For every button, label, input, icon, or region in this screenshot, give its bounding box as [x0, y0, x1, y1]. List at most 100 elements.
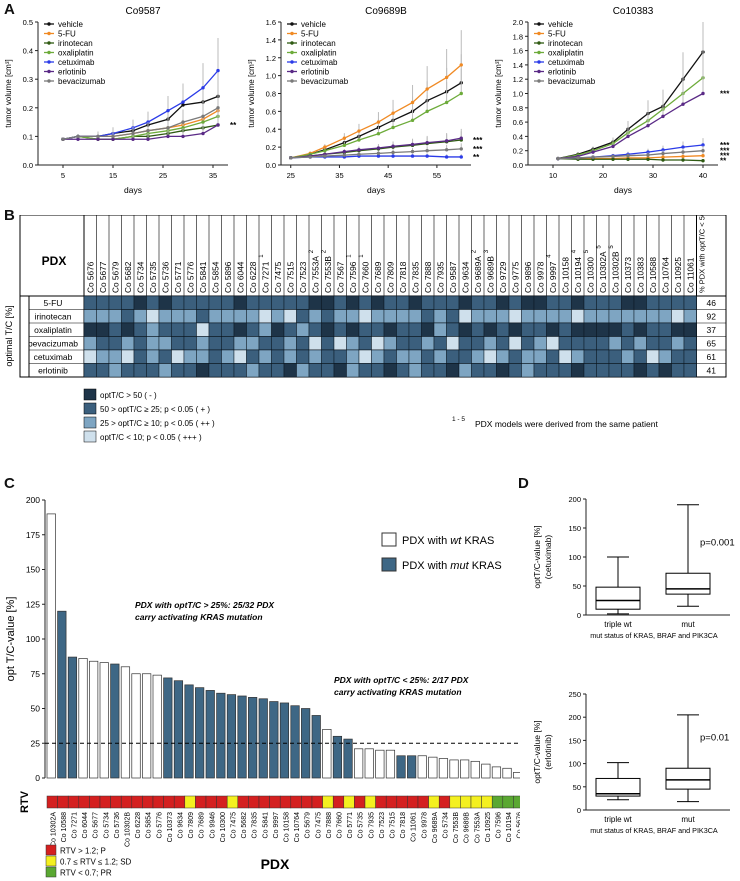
- heatmap-cell: [183, 336, 197, 351]
- data-point: [166, 134, 170, 139]
- heatmap-cell: [633, 349, 647, 364]
- heatmap-cell: [446, 322, 460, 337]
- data-point: [96, 134, 100, 139]
- column-label: Co 7553B: [323, 256, 333, 293]
- heatmap-cell: [558, 309, 572, 324]
- data-point: [376, 146, 381, 150]
- x-tick-label: 45: [384, 171, 392, 180]
- heatmap-cell: [233, 295, 247, 310]
- pdx-header: PDX: [42, 254, 67, 268]
- rtv-cell: [173, 795, 186, 809]
- y-axis-label: tumor volume [cm³]: [4, 59, 13, 127]
- heatmap-cell: [608, 349, 622, 364]
- series-line-vehicle: [290, 82, 462, 159]
- heatmap-cell: [183, 295, 197, 310]
- y-tick-label: 200: [26, 495, 40, 505]
- rtv-cell: [152, 795, 164, 809]
- series-line-vehicle: [62, 95, 219, 140]
- heatmap-cell: [671, 349, 685, 364]
- heatmap-cell: [633, 322, 647, 337]
- rtv-cell: [184, 795, 196, 809]
- heatmap-cell: [358, 295, 372, 310]
- column-superscript: 4: [572, 249, 578, 253]
- heatmap-cell: [421, 309, 435, 324]
- row-label: 5-FU: [44, 298, 63, 308]
- chart-title: Co10383: [613, 6, 654, 17]
- row-pct: 65: [707, 338, 717, 348]
- column-label: Co 10764: [660, 257, 670, 293]
- data-point: [701, 154, 705, 158]
- data-point: [459, 136, 463, 140]
- heatmap-cell: [296, 349, 310, 364]
- data-point: [357, 152, 361, 156]
- heatmap-cell: [546, 295, 560, 310]
- column-superscript: 5: [609, 245, 615, 249]
- data-point: [61, 137, 65, 141]
- heatmap-cell: [383, 349, 397, 364]
- column-label: Co 7935: [435, 261, 445, 293]
- bar-co5734b: [438, 758, 449, 779]
- heatmap-cell: [421, 363, 435, 378]
- significance-label: **: [473, 153, 480, 162]
- y-tick-label: 200: [568, 495, 581, 504]
- pdx-label: Co 10373: [167, 812, 174, 842]
- heatmap-cell: [533, 336, 547, 351]
- y-tick-label: 2.0: [513, 18, 523, 27]
- heatmap-cell: [308, 322, 322, 337]
- bar-co10158: [279, 702, 290, 779]
- data-point: [646, 150, 650, 154]
- heatmap-cell: [321, 336, 335, 351]
- heatmap-cell: [583, 295, 597, 310]
- x-tick-label: 55: [433, 171, 441, 180]
- column-superscript: 1: [359, 254, 365, 258]
- data-point: [342, 136, 347, 140]
- heatmap-cell: [421, 336, 435, 351]
- heatmap-cell: [258, 322, 272, 337]
- data-point: [181, 100, 185, 104]
- data-point: [681, 158, 685, 162]
- heatmap-cell: [133, 349, 147, 364]
- heatmap-cell: [446, 309, 460, 324]
- pdx-label: Co 5676: [517, 812, 520, 839]
- data-point: [661, 114, 665, 119]
- heatmap-cell: [596, 295, 610, 310]
- data-point: [376, 154, 381, 158]
- x-tick-label: 30: [649, 171, 657, 180]
- heatmap-cell: [383, 363, 397, 378]
- rtv-cell: [417, 795, 429, 809]
- heatmap-cell: [533, 309, 547, 324]
- data-point: [646, 123, 650, 128]
- heatmap-cell: [146, 295, 160, 310]
- rtv-cell: [332, 795, 345, 809]
- column-label: Co 7567: [335, 261, 345, 293]
- heatmap-cell: [358, 336, 372, 351]
- data-point: [556, 156, 560, 161]
- y-tick-label: 0.2: [266, 143, 276, 152]
- panel-label-d: D: [518, 475, 529, 492]
- legend-entry: irinotecan: [301, 39, 336, 48]
- data-point: [459, 91, 463, 96]
- data-point: [611, 144, 615, 149]
- legend-marker: [290, 69, 294, 74]
- heatmap-cell: [421, 349, 435, 364]
- pdx-label: Co 7935: [368, 812, 375, 839]
- heatmap-cell: [483, 322, 497, 337]
- data-point: [701, 91, 705, 96]
- data-point: [201, 114, 205, 119]
- column-label: Co 7888: [423, 261, 433, 293]
- heatmap-cell: [308, 336, 322, 351]
- rtv-cell: [396, 795, 408, 809]
- heatmap-cell: [133, 295, 147, 310]
- rtv-cell: [290, 795, 302, 809]
- legend-entry: oxaliplatin: [548, 49, 584, 58]
- heatmap-cell: [521, 336, 535, 351]
- heatmap-cell: [508, 336, 522, 351]
- heatmap-cell: [158, 295, 172, 310]
- heatmap-cell: [308, 363, 322, 378]
- panel-label-c: C: [4, 475, 15, 492]
- rtv-cell: [438, 795, 451, 809]
- y-tick-label: 1.4: [513, 61, 523, 70]
- heatmap-cell: [96, 336, 110, 351]
- legend-marker: [47, 50, 51, 55]
- bar-co7818: [396, 755, 406, 779]
